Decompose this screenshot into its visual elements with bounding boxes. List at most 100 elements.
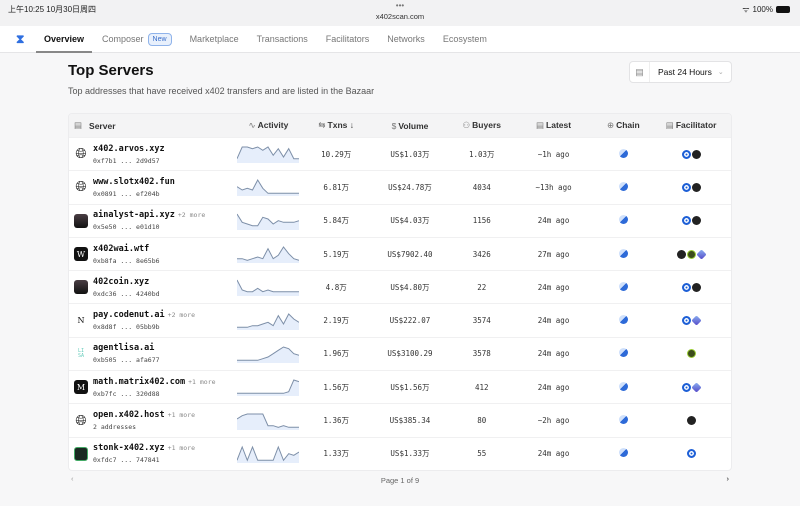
server-name[interactable]: stonk-x402.xyz — [93, 443, 165, 454]
column-server[interactable]: ▤ Server — [69, 120, 233, 131]
column-chain[interactable]: ⊕ Chain — [595, 120, 651, 131]
more-badge[interactable]: +1 more — [167, 411, 196, 420]
facilitator-coinbase-icon[interactable] — [681, 149, 691, 159]
facilitator-cube-icon[interactable] — [691, 382, 702, 393]
table-row[interactable]: 🌐︎ www.slotx402.fun 0x0891 ... ef204b 6.81… — [69, 170, 731, 203]
txns-cell: 5.19万 — [323, 249, 349, 259]
server-name[interactable]: ainalyst-api.xyz — [93, 210, 175, 221]
table-row[interactable]: stonk-x402.xyz +1 more 0xfdc7 ... 747841 1… — [69, 436, 731, 470]
facilitator-green-icon[interactable] — [686, 349, 696, 359]
server-cell: 🌐︎ x402.arvos.xyz 0xf7b1 ... 2d9d57 — [69, 144, 233, 165]
facilitator-coinbase-icon[interactable] — [681, 282, 691, 292]
server-name[interactable]: x402.arvos.xyz — [93, 143, 165, 154]
table-row[interactable]: 🌐︎ x402.arvos.xyz 0xf7b1 ... 2d9d57 10.29万… — [69, 137, 731, 170]
latest-cell: ~13h ago — [535, 182, 572, 192]
facilitator-dark-icon[interactable] — [691, 182, 701, 192]
table-row[interactable]: ainalyst-api.xyz +2 more 0x5e50 ... e01d10… — [69, 203, 731, 237]
server-name[interactable]: x402wai.wtf — [93, 243, 150, 254]
base-chain-icon[interactable] — [618, 215, 628, 225]
column-latest[interactable]: ▤ Latest — [512, 120, 596, 131]
txns-cell: 1.33万 — [323, 449, 349, 459]
server-name[interactable]: www.slotx402.fun — [93, 176, 175, 187]
tab-facilitators[interactable]: Facilitators — [326, 26, 370, 53]
table-row[interactable]: 402coin.xyz 0xdc36 ... 4240bd 4.8万 US$4.8… — [69, 270, 731, 303]
txns-cell: 4.8万 — [325, 282, 347, 292]
column-txns[interactable]: ⇆ Txns ↓ — [304, 120, 368, 131]
facilitator-coinbase-icon[interactable] — [681, 382, 691, 392]
tab-networks[interactable]: Networks — [387, 26, 425, 53]
tab-marketplace[interactable]: Marketplace — [190, 26, 239, 53]
tab-overview[interactable]: Overview — [35, 26, 93, 53]
column-label: Facilitator — [675, 120, 717, 130]
column-buyers[interactable]: ⚇ Buyers — [452, 120, 512, 131]
buyers-cell: 3574 — [472, 316, 491, 326]
server-address: 0x8d8f ... 05bb9b — [93, 323, 160, 332]
facilitator-coinbase-icon[interactable] — [681, 216, 691, 226]
tab-label: Facilitators — [325, 33, 370, 44]
facilitator-cube-icon[interactable] — [696, 248, 707, 260]
base-chain-icon[interactable] — [618, 348, 628, 358]
table-row[interactable]: 🌐︎ open.x402.host +1 more 2 addresses 1.36万… — [69, 403, 731, 436]
prev-page-button[interactable]: ‹ — [71, 474, 74, 483]
base-chain-icon[interactable] — [618, 381, 628, 391]
buyers-cell: 1.03万 — [468, 149, 495, 159]
server-name[interactable]: 402coin.xyz — [93, 276, 150, 287]
base-chain-icon[interactable] — [618, 281, 628, 291]
tab-transactions[interactable]: Transactions — [257, 26, 308, 53]
volume-cell: US$222.07 — [389, 316, 431, 326]
facilitator-coinbase-icon[interactable] — [681, 182, 691, 192]
server-name[interactable]: open.x402.host — [93, 410, 165, 421]
base-chain-icon[interactable] — [618, 248, 628, 258]
facilitator-dark-icon[interactable] — [676, 249, 686, 259]
facilitator-dark-icon[interactable] — [691, 282, 701, 292]
base-chain-icon[interactable] — [618, 448, 628, 458]
base-chain-icon[interactable] — [618, 148, 628, 158]
table-row[interactable]: LI SA agentlisa.ai 0xb505 ... afa677 1.96万 … — [69, 336, 731, 370]
server-name[interactable]: math.matrix402.com — [93, 376, 186, 387]
facilitator-coinbase-icon[interactable] — [681, 316, 691, 326]
buyers-cell: 55 — [477, 449, 487, 459]
tab-composer[interactable]: Composer New — [102, 26, 172, 53]
server-address: 0xf7b1 ... 2d9d57 — [93, 156, 160, 165]
server-name[interactable]: agentlisa.ai — [93, 343, 155, 354]
facilitator-cube-icon[interactable] — [691, 315, 702, 326]
more-badge[interactable]: +1 more — [167, 444, 196, 453]
latest-cell: 24m ago — [537, 349, 570, 359]
facilitator-green-icon[interactable] — [686, 249, 696, 259]
address-bar[interactable]: x402scan.com — [375, 12, 425, 21]
base-chain-icon[interactable] — [618, 181, 628, 191]
more-badge[interactable]: +1 more — [188, 377, 216, 386]
facilitator-coinbase-icon[interactable] — [686, 449, 696, 459]
column-facilitator[interactable]: ▤ Facilitator — [651, 120, 731, 131]
next-page-button[interactable]: › — [726, 474, 730, 483]
latest-cell: 24m ago — [537, 449, 570, 459]
x402scan-logo-icon[interactable]: ⧗ — [16, 31, 25, 46]
column-activity[interactable]: ∿ Activity — [233, 120, 305, 131]
base-chain-icon[interactable] — [618, 415, 628, 425]
server-cell: ainalyst-api.xyz +2 more 0x5e50 ... e01d10 — [69, 210, 233, 231]
sparkline-area — [237, 280, 300, 297]
server-address: 0x5e50 ... e01d10 — [93, 223, 160, 232]
more-badge[interactable]: +2 more — [167, 311, 196, 320]
activity-cell — [233, 145, 305, 164]
facilitator-dark-icon[interactable] — [691, 216, 701, 226]
column-volume[interactable]: $ Volume — [368, 121, 452, 131]
facilitator-dark-icon[interactable] — [691, 149, 701, 159]
tab-label: Marketplace — [189, 33, 239, 44]
server-name[interactable]: pay.codenut.ai — [93, 310, 165, 321]
volume-cell: US$385.34 — [389, 416, 431, 426]
volume-cell: US$7902.40 — [387, 249, 433, 259]
facilitator-cell — [651, 216, 731, 226]
time-range-select[interactable]: ▤ Past 24 Hours ⌄ — [629, 61, 732, 83]
buyers-cell: 80 — [477, 416, 487, 426]
more-badge[interactable]: +2 more — [177, 211, 206, 220]
chain-cell — [595, 381, 651, 393]
browser-menu-dots[interactable]: ••• — [395, 1, 405, 10]
tab-ecosystem[interactable]: Ecosystem — [443, 26, 487, 53]
buyers-cell: 3426 — [472, 249, 491, 259]
facilitator-dark-icon[interactable] — [686, 416, 696, 426]
base-chain-icon[interactable] — [618, 315, 628, 325]
